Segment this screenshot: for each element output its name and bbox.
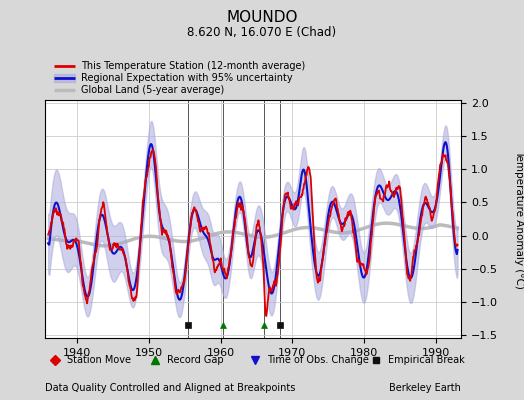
- Text: This Temperature Station (12-month average): This Temperature Station (12-month avera…: [81, 61, 305, 71]
- Text: Time of Obs. Change: Time of Obs. Change: [267, 355, 369, 365]
- Text: MOUNDO: MOUNDO: [226, 10, 298, 25]
- Text: 8.620 N, 16.070 E (Chad): 8.620 N, 16.070 E (Chad): [188, 26, 336, 39]
- Text: Berkeley Earth: Berkeley Earth: [389, 383, 461, 393]
- Text: Empirical Break: Empirical Break: [388, 355, 465, 365]
- Text: Station Move: Station Move: [68, 355, 132, 365]
- Text: Regional Expectation with 95% uncertainty: Regional Expectation with 95% uncertaint…: [81, 73, 292, 83]
- Text: Data Quality Controlled and Aligned at Breakpoints: Data Quality Controlled and Aligned at B…: [45, 383, 295, 393]
- Text: Record Gap: Record Gap: [168, 355, 224, 365]
- Y-axis label: Temperature Anomaly (°C): Temperature Anomaly (°C): [515, 150, 524, 288]
- Text: Global Land (5-year average): Global Land (5-year average): [81, 86, 224, 96]
